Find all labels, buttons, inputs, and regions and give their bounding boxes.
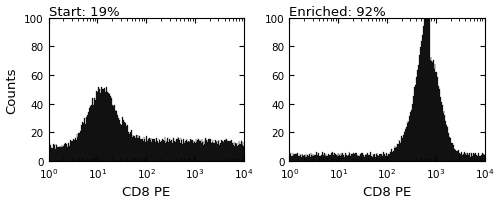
- Y-axis label: Counts: Counts: [6, 67, 18, 113]
- X-axis label: CD8 PE: CD8 PE: [122, 185, 170, 198]
- Polygon shape: [48, 87, 244, 161]
- Polygon shape: [290, 19, 484, 161]
- X-axis label: CD8 PE: CD8 PE: [363, 185, 411, 198]
- Text: Enriched: 92%: Enriched: 92%: [290, 6, 386, 19]
- Text: Start: 19%: Start: 19%: [48, 6, 119, 19]
